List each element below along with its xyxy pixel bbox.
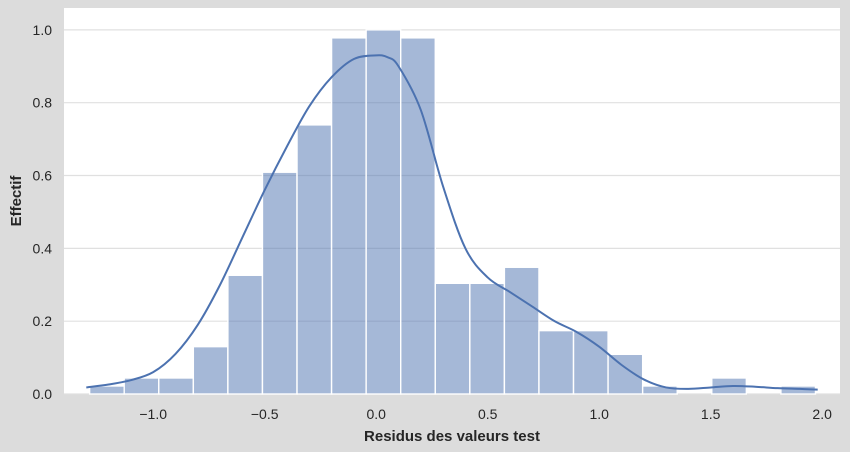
- histogram-bar: [434, 282, 471, 395]
- y-tick-label: 0.4: [33, 240, 53, 256]
- x-tick-label: 2.0: [812, 406, 832, 422]
- x-tick-label: 1.5: [701, 406, 721, 422]
- y-tick-label: 0.8: [33, 95, 53, 111]
- y-axis-label: Effectif: [8, 175, 25, 227]
- x-tick-label: 0.5: [478, 406, 498, 422]
- histogram-bar: [296, 124, 333, 395]
- y-tick-label: 1.0: [33, 22, 53, 38]
- x-tick-label: −1.0: [139, 406, 167, 422]
- histogram-bar: [261, 171, 298, 395]
- histogram-bar: [503, 266, 540, 395]
- y-tick-label: 0.6: [33, 168, 53, 184]
- x-axis-label: Residus des valeurs test: [364, 428, 540, 445]
- histogram-bar: [469, 282, 506, 395]
- y-tick-label: 0.2: [33, 313, 53, 329]
- histogram-bar: [641, 385, 678, 395]
- y-axis-ticks: 0.0 0.2 0.4 0.6 0.8 1.0: [33, 22, 53, 402]
- histogram-bar: [227, 274, 264, 395]
- x-tick-label: −0.5: [251, 406, 279, 422]
- histogram-bar: [365, 29, 402, 395]
- histogram-bar: [158, 377, 195, 395]
- histogram-bars: [88, 29, 817, 395]
- histogram-bar: [330, 37, 367, 395]
- histogram-bar: [192, 345, 229, 395]
- x-tick-label: 0.0: [366, 406, 386, 422]
- x-axis-ticks: −1.0 −0.5 0.0 0.5 1.0 1.5 2.0: [139, 406, 832, 422]
- kde-curve: [86, 54, 818, 391]
- histogram-bar: [607, 353, 644, 395]
- x-tick-label: 1.0: [589, 406, 609, 422]
- histogram-bar: [400, 37, 436, 395]
- histogram-bar: [538, 329, 575, 395]
- y-tick-label: 0.0: [33, 386, 53, 402]
